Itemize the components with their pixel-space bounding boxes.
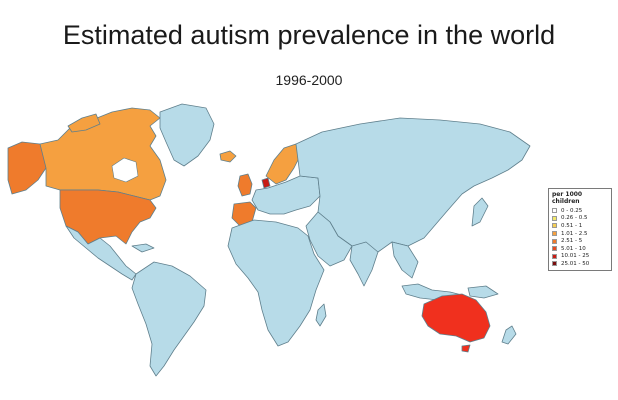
legend-title: per 1000 children	[552, 191, 583, 205]
legend-item: 0.26 - 0.5	[552, 215, 609, 223]
arctic-islands	[67, 113, 101, 133]
legend-label: 0.51 - 1	[561, 222, 583, 229]
south-america-region	[131, 261, 207, 377]
legend-item: 0 - 0.25	[552, 207, 609, 215]
legend-label: 2.51 - 5	[561, 238, 583, 245]
legend-swatch	[552, 231, 557, 237]
japan-region	[471, 197, 489, 227]
map-legend: per 1000 children 0 - 0.25 0.26 - 0.5 0.51…	[548, 188, 612, 271]
map-subtitle: 1996-2000	[275, 72, 343, 88]
alaska-region	[7, 141, 47, 195]
tasmania-region	[461, 344, 471, 353]
legend-label: 0 - 0.25	[561, 207, 583, 214]
iceland-region	[219, 150, 237, 163]
new-zealand-region	[501, 325, 517, 345]
australia-region	[421, 293, 491, 343]
caribbean-islands	[131, 243, 155, 253]
middle-east-region	[305, 211, 353, 267]
southeast-asia-region	[391, 241, 419, 279]
uk-region	[237, 173, 253, 197]
india-region	[349, 241, 379, 287]
hudson-bay	[111, 157, 139, 183]
legend-swatch	[552, 208, 557, 214]
legend-swatch	[552, 253, 557, 259]
legend-item: 10.01 - 25	[552, 253, 609, 261]
new-guinea-region	[467, 285, 499, 299]
denmark-region	[261, 177, 271, 189]
legend-item: 2.51 - 5	[552, 237, 609, 245]
legend-item: 25.01 - 50	[552, 260, 609, 268]
madagascar-region	[315, 303, 327, 327]
legend-item: 5.01 - 10	[552, 245, 609, 253]
legend-swatch	[552, 238, 557, 244]
greenland-region	[159, 103, 215, 167]
legend-swatch	[552, 261, 557, 267]
legend-label: 0.26 - 0.5	[561, 215, 588, 222]
legend-items: 0 - 0.25 0.26 - 0.5 0.51 - 1 1.01 - 2.5 2.51…	[552, 207, 609, 268]
legend-swatch	[552, 215, 557, 221]
canada-region	[39, 107, 167, 201]
legend-item: 0.51 - 1	[552, 222, 609, 230]
map-title: Estimated autism prevalence in the world	[62, 20, 556, 50]
legend-label: 25.01 - 50	[561, 260, 590, 267]
legend-swatch	[552, 223, 557, 229]
legend-item: 1.01 - 2.5	[552, 230, 609, 238]
legend-swatch	[552, 246, 557, 252]
legend-label: 10.01 - 25	[561, 253, 590, 260]
legend-label: 1.01 - 2.5	[561, 230, 588, 237]
legend-label: 5.01 - 10	[561, 245, 586, 252]
africa-region	[227, 219, 325, 347]
